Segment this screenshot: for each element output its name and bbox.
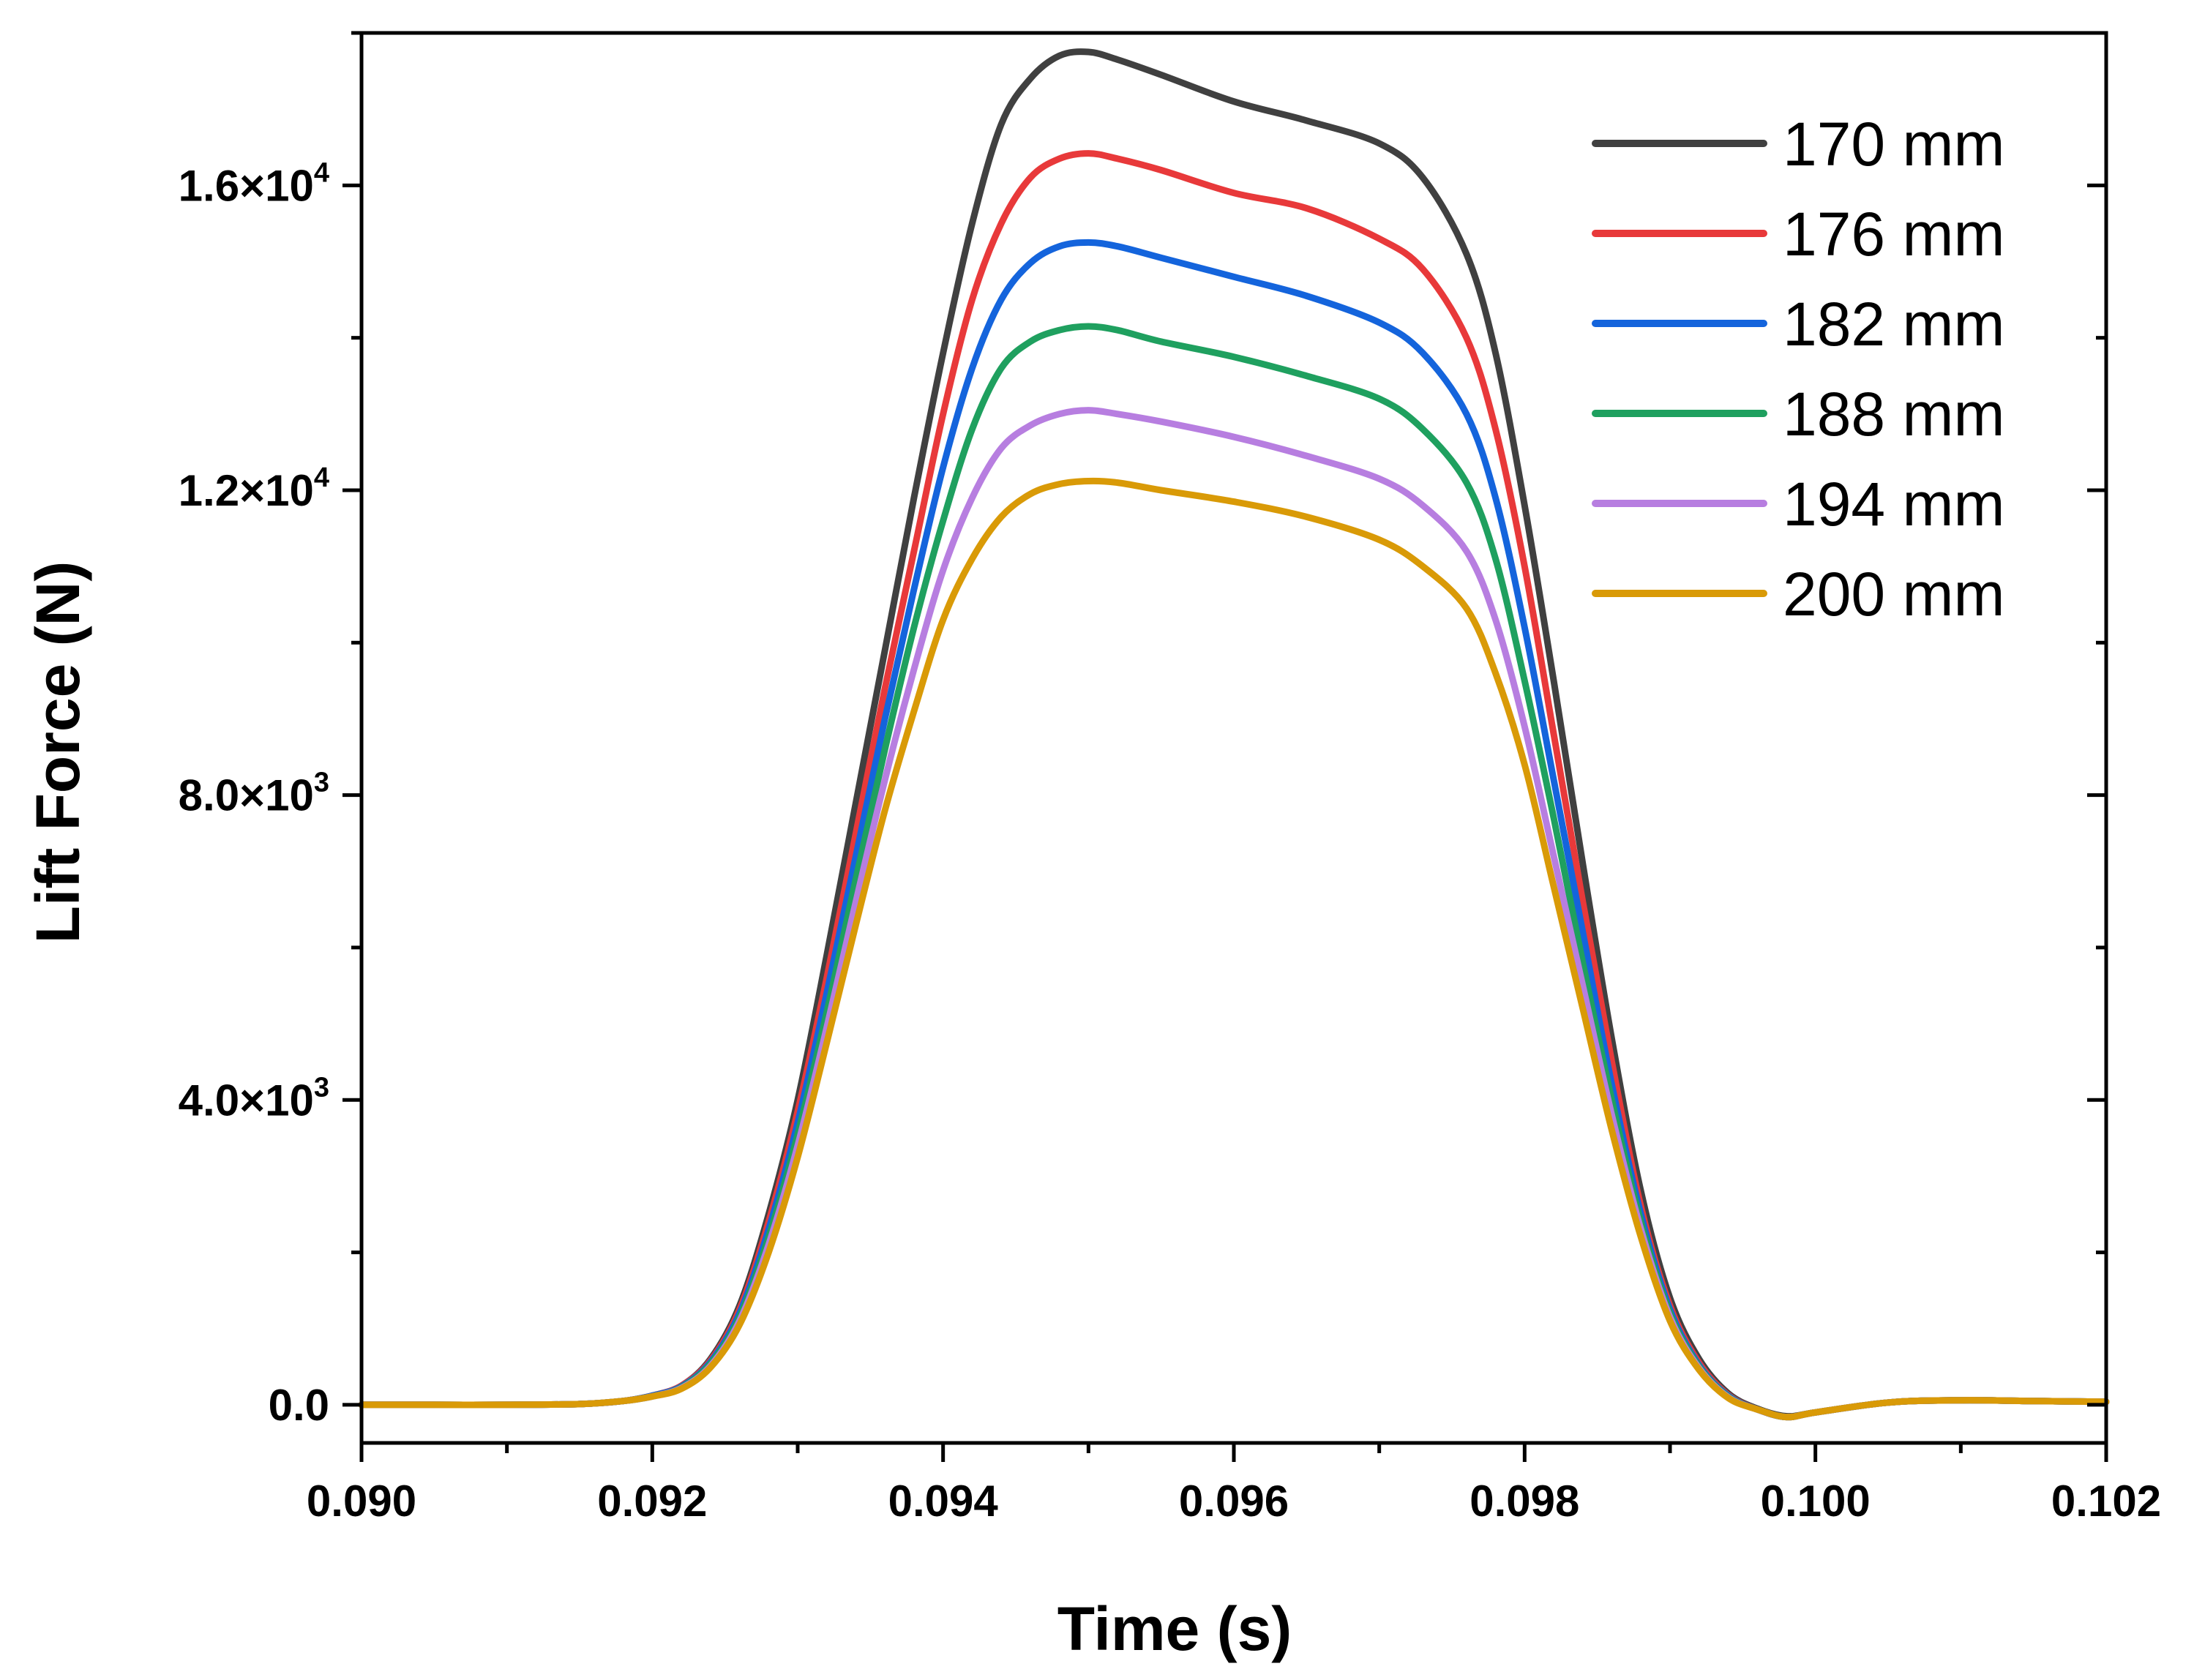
legend-label: 170 mm bbox=[1783, 110, 2004, 179]
y-tick-label: 1.6×104 bbox=[179, 157, 329, 210]
axes: 0.090 0.092 0.094 0.096 0.098 0.100 0.102 0.0 4.… bbox=[179, 31, 2161, 1526]
y-tick-base: 0.0 bbox=[269, 1381, 329, 1430]
y-tick-exponent: 3 bbox=[314, 768, 329, 798]
legend-label: 182 mm bbox=[1783, 290, 2004, 359]
y-tick-exponent: 4 bbox=[314, 462, 329, 493]
x-tick-label: 0.090 bbox=[307, 1477, 416, 1526]
legend: 170 mm 176 mm 182 mm 188 mm 194 mm 200 mm bbox=[1592, 110, 2004, 629]
y-tick-base: 1.2×10 bbox=[179, 466, 314, 515]
legend-label: 176 mm bbox=[1783, 200, 2004, 269]
legend-label: 194 mm bbox=[1783, 470, 2004, 539]
x-tick-label: 0.102 bbox=[2051, 1477, 2161, 1526]
x-tick-label: 0.096 bbox=[1179, 1477, 1289, 1526]
x-tick-label: 0.098 bbox=[1469, 1477, 1579, 1526]
y-axis-title: Lift Force (N) bbox=[23, 561, 92, 944]
legend-label: 200 mm bbox=[1783, 560, 2004, 629]
x-tick-label: 0.092 bbox=[597, 1477, 707, 1526]
series-lines bbox=[358, 48, 2110, 1421]
x-tick-label: 0.100 bbox=[1761, 1477, 1871, 1526]
y-tick-label: 0.0 bbox=[269, 1381, 329, 1430]
x-tick-label: 0.094 bbox=[888, 1477, 999, 1526]
series-line-200-mm bbox=[358, 477, 2110, 1421]
y-tick-label: 1.2×104 bbox=[179, 462, 329, 515]
y-tick-base: 4.0×10 bbox=[179, 1076, 314, 1125]
legend-label: 188 mm bbox=[1783, 380, 2004, 449]
x-axis-title: Time (s) bbox=[1057, 1594, 1292, 1663]
y-tick-label: 8.0×103 bbox=[179, 768, 329, 820]
y-tick-base: 8.0×10 bbox=[179, 771, 314, 820]
y-tick-exponent: 3 bbox=[314, 1072, 329, 1103]
y-tick-label: 4.0×103 bbox=[179, 1072, 329, 1125]
y-tick-base: 1.6×10 bbox=[179, 161, 314, 210]
y-tick-exponent: 4 bbox=[314, 157, 329, 188]
